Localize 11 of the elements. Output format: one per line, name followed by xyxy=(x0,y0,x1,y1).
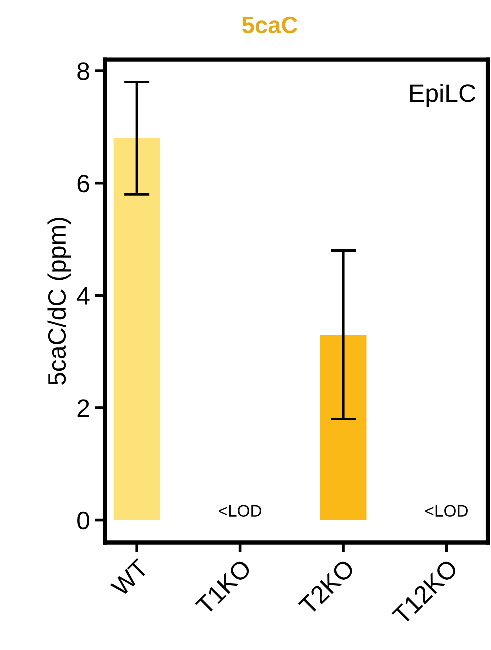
annotation: <LOD xyxy=(219,505,262,517)
y-tick-label: 8 xyxy=(78,62,90,80)
y-tick-label: 0 xyxy=(78,512,90,530)
y-axis-title: 5caC/dC (ppm) xyxy=(48,218,72,386)
y-tick-label: 6 xyxy=(78,174,90,193)
annotation: EpiLC xyxy=(410,84,476,108)
y-tick-label: 2 xyxy=(78,400,90,418)
x-tick-label: WT xyxy=(110,558,150,598)
y-tick-label: 4 xyxy=(77,288,90,305)
annotation: <LOD xyxy=(426,505,468,517)
chart-title: 5caC xyxy=(242,16,298,34)
